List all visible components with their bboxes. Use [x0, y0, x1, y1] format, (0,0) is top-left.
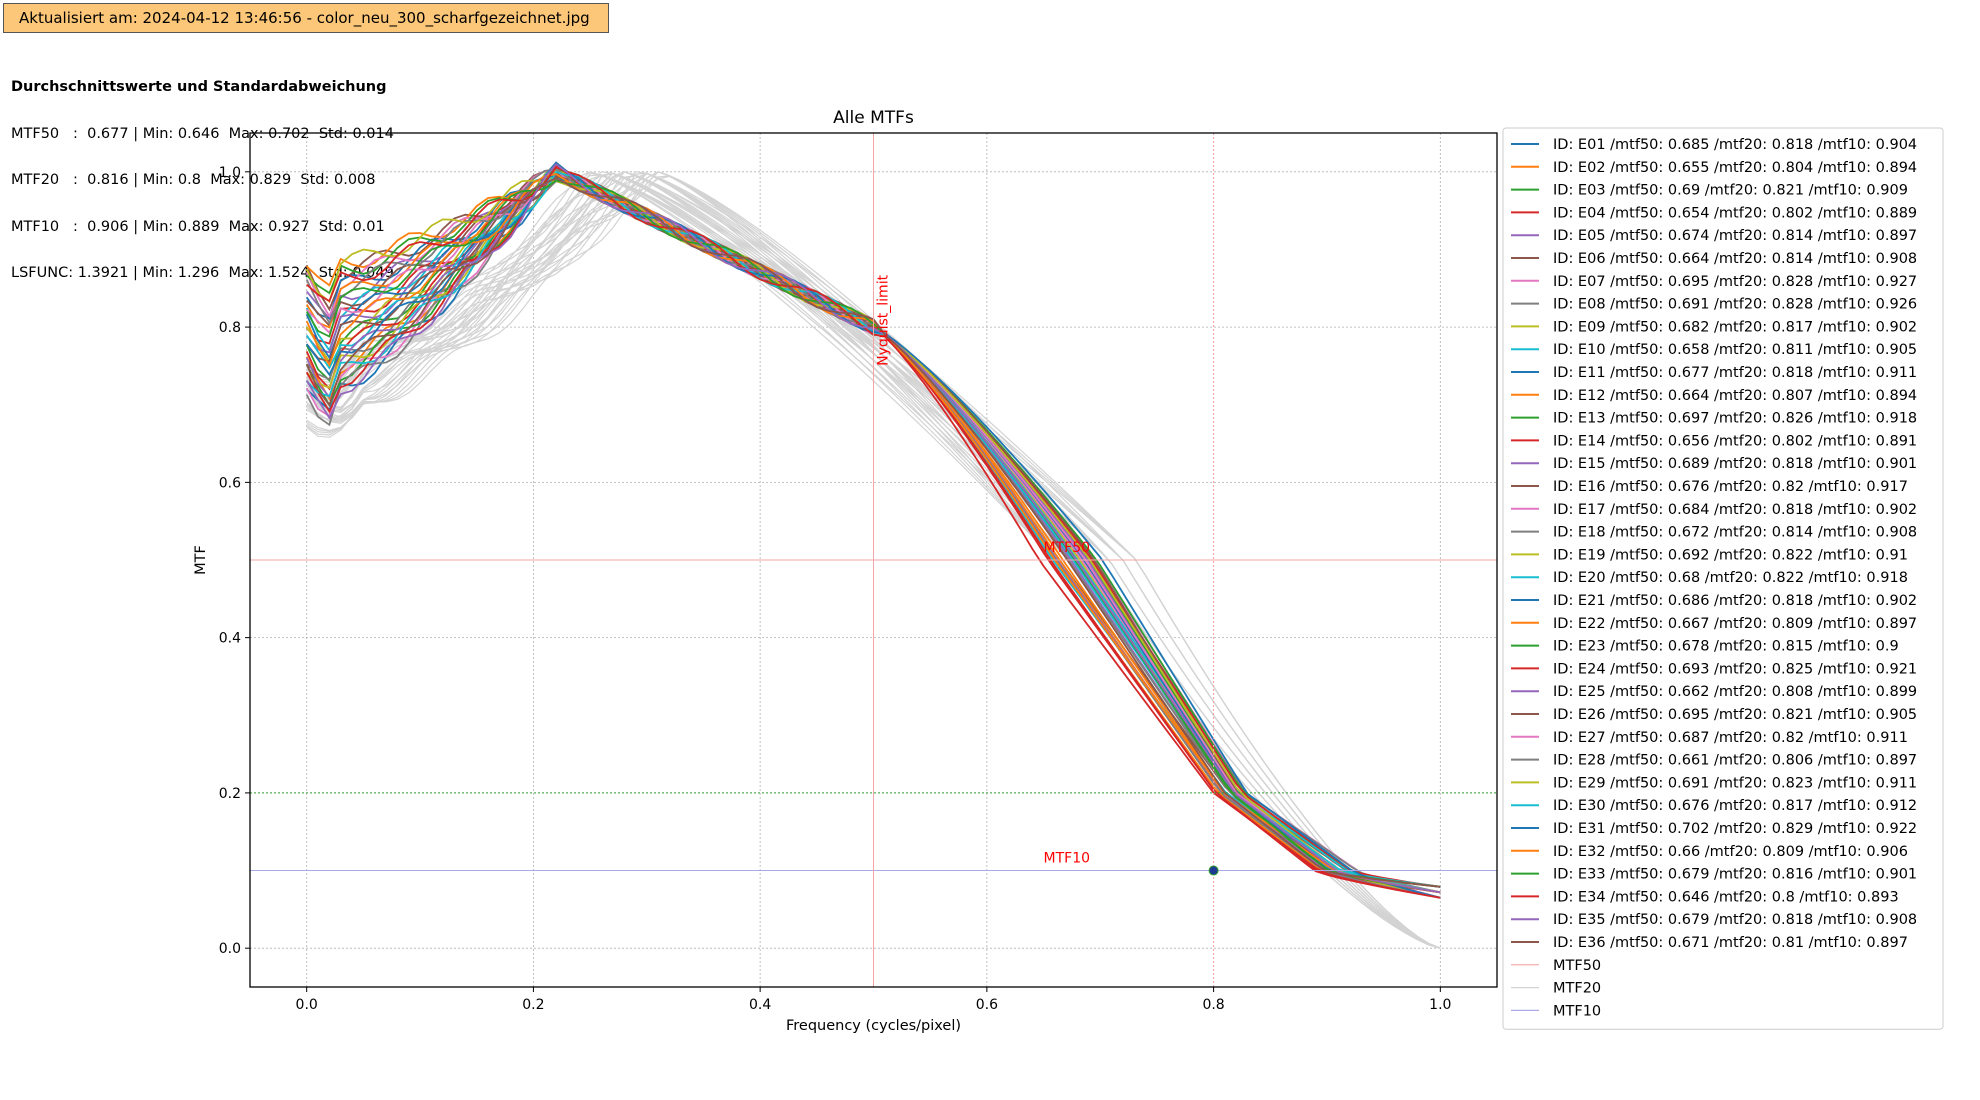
reference-lines: MTF50 MTF10 Nyquist_limit [250, 133, 1497, 987]
x-tick-label: 0.6 [976, 997, 998, 1013]
legend-entry: ID: E09 /mtf50: 0.682 /mtf20: 0.817 /mtf… [1553, 319, 1917, 335]
legend-entry: ID: E16 /mtf50: 0.676 /mtf20: 0.82 /mtf1… [1553, 479, 1908, 495]
legend-entry: ID: E15 /mtf50: 0.689 /mtf20: 0.818 /mtf… [1553, 456, 1917, 472]
reference-label: MTF10 [1044, 851, 1091, 867]
legend-entry: ID: E01 /mtf50: 0.685 /mtf20: 0.818 /mtf… [1553, 137, 1917, 153]
legend-entry: ID: E23 /mtf50: 0.678 /mtf20: 0.815 /mtf… [1553, 639, 1899, 655]
status-label: Aktualisiert am: 2024-04-12 13:46:56 - c… [3, 3, 609, 33]
legend-entry: ID: E06 /mtf50: 0.664 /mtf20: 0.814 /mtf… [1553, 251, 1917, 267]
chart-title: Alle MTFs [833, 108, 914, 128]
legend-entry: MTF50 [1553, 958, 1601, 974]
legend-entry: ID: E05 /mtf50: 0.674 /mtf20: 0.814 /mtf… [1553, 228, 1917, 244]
legend-entry: ID: E33 /mtf50: 0.679 /mtf20: 0.816 /mtf… [1553, 867, 1917, 883]
legend-entry: MTF20 [1553, 981, 1601, 997]
legend-entry: ID: E14 /mtf50: 0.656 /mtf20: 0.802 /mtf… [1553, 433, 1917, 449]
y-tick-label: 0.6 [219, 475, 241, 491]
x-tick-label: 0.4 [749, 997, 771, 1013]
legend-entry: ID: E08 /mtf50: 0.691 /mtf20: 0.828 /mtf… [1553, 297, 1917, 313]
legend-entry: ID: E19 /mtf50: 0.692 /mtf20: 0.822 /mtf… [1553, 547, 1908, 563]
y-axis-label: MTF [193, 545, 209, 575]
legend-entry: ID: E21 /mtf50: 0.686 /mtf20: 0.818 /mtf… [1553, 593, 1917, 609]
legend: ID: E01 /mtf50: 0.685 /mtf20: 0.818 /mtf… [1502, 127, 1944, 1030]
legend-entry: ID: E32 /mtf50: 0.66 /mtf20: 0.809 /mtf1… [1553, 844, 1908, 860]
y-tick-label: 0.0 [219, 941, 241, 957]
marker-point [1208, 865, 1219, 876]
stats-line-lsfunc: LSFUNC: 1.3921 | Min: 1.296 Max: 1.524 S… [11, 265, 394, 281]
legend-entry: ID: E07 /mtf50: 0.695 /mtf20: 0.828 /mtf… [1553, 274, 1917, 290]
y-tick-label: 0.8 [219, 320, 241, 336]
legend-entry: ID: E31 /mtf50: 0.702 /mtf20: 0.829 /mtf… [1553, 821, 1917, 837]
legend-entry: MTF10 [1553, 1003, 1601, 1019]
legend-entry: ID: E18 /mtf50: 0.672 /mtf20: 0.814 /mtf… [1553, 525, 1917, 541]
legend-entry: ID: E20 /mtf50: 0.68 /mtf20: 0.822 /mtf1… [1553, 570, 1908, 586]
legend-entry: ID: E34 /mtf50: 0.646 /mtf20: 0.8 /mtf10… [1553, 889, 1899, 905]
reference-label: Nyquist_limit [876, 274, 892, 365]
legend-entry: ID: E03 /mtf50: 0.69 /mtf20: 0.821 /mtf1… [1553, 183, 1908, 199]
x-tick-label: 1.0 [1429, 997, 1451, 1013]
y-tick-label: 0.2 [219, 786, 241, 802]
stats-line-mtf10: MTF10 : 0.906 | Min: 0.889 Max: 0.927 St… [11, 218, 385, 235]
legend-box [1502, 127, 1944, 1030]
stats-heading: Durchschnittswerte und Standardabweichun… [11, 79, 387, 95]
stats-line-mtf20: MTF20 : 0.816 | Min: 0.8 Max: 0.829 Std:… [11, 172, 376, 188]
legend-entry: ID: E22 /mtf50: 0.667 /mtf20: 0.809 /mtf… [1553, 616, 1917, 632]
legend-entry: ID: E04 /mtf50: 0.654 /mtf20: 0.802 /mtf… [1553, 205, 1917, 221]
legend-entry: ID: E27 /mtf50: 0.687 /mtf20: 0.82 /mtf1… [1553, 730, 1908, 746]
legend-entry: ID: E30 /mtf50: 0.676 /mtf20: 0.817 /mtf… [1553, 798, 1917, 814]
legend-entry: ID: E28 /mtf50: 0.661 /mtf20: 0.806 /mtf… [1553, 753, 1917, 769]
x-tick-label: 0.8 [1202, 997, 1224, 1013]
x-tick-label: 0.0 [296, 997, 318, 1013]
legend-entry: ID: E36 /mtf50: 0.671 /mtf20: 0.81 /mtf1… [1553, 935, 1908, 951]
legend-entry: ID: E26 /mtf50: 0.695 /mtf20: 0.821 /mtf… [1553, 707, 1917, 723]
legend-entry: ID: E11 /mtf50: 0.677 /mtf20: 0.818 /mtf… [1553, 365, 1917, 381]
legend-entry: ID: E29 /mtf50: 0.691 /mtf20: 0.823 /mtf… [1553, 775, 1917, 791]
axis-ticks: 0.0 0.2 0.4 0.6 0.8 1.0 0.0 0.2 0.4 0.6 0.8 1.0 [219, 165, 1452, 1013]
legend-entry: ID: E24 /mtf50: 0.693 /mtf20: 0.825 /mtf… [1553, 661, 1917, 677]
legend-entry: ID: E10 /mtf50: 0.658 /mtf20: 0.811 /mtf… [1553, 342, 1917, 358]
y-tick-label: 0.4 [219, 631, 241, 647]
legend-entry: ID: E13 /mtf50: 0.697 /mtf20: 0.826 /mtf… [1553, 411, 1917, 427]
x-axis-label: Frequency (cycles/pixel) [786, 1018, 961, 1034]
legend-entry: ID: E12 /mtf50: 0.664 /mtf20: 0.807 /mtf… [1553, 388, 1917, 404]
x-tick-label: 0.2 [522, 997, 544, 1013]
legend-entry: ID: E02 /mtf50: 0.655 /mtf20: 0.804 /mtf… [1553, 160, 1917, 176]
plot-frame [249, 132, 1498, 988]
stats-summary: Durchschnittswerte und Standardabweichun… [11, 49, 394, 297]
reference-label: MTF50 [1044, 540, 1091, 556]
y-tick-label: 1.0 [219, 165, 241, 181]
legend-entry: ID: E35 /mtf50: 0.679 /mtf20: 0.818 /mtf… [1553, 912, 1917, 928]
legend-entry: ID: E17 /mtf50: 0.684 /mtf20: 0.818 /mtf… [1553, 502, 1917, 518]
legend-entry: ID: E25 /mtf50: 0.662 /mtf20: 0.808 /mtf… [1553, 684, 1917, 700]
